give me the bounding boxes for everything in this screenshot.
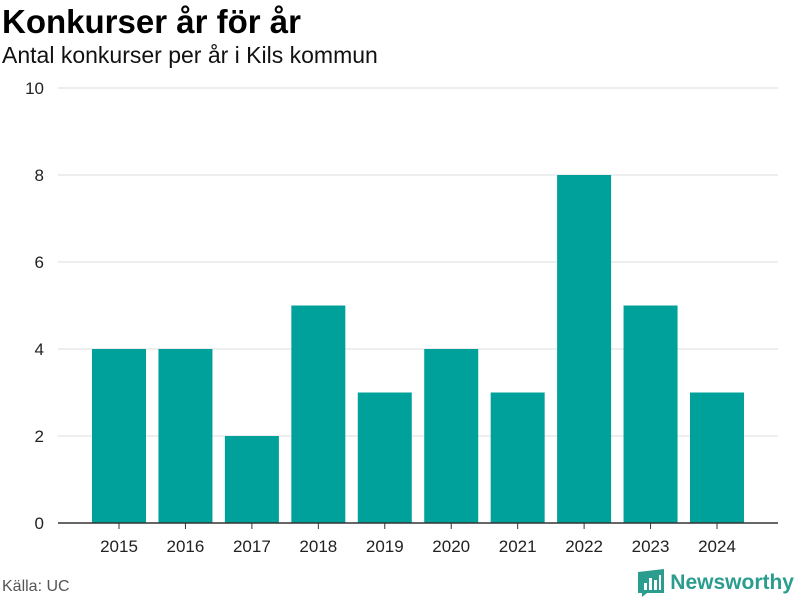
bar bbox=[424, 349, 479, 523]
x-tick-label: 2020 bbox=[432, 537, 470, 556]
y-tick-label: 8 bbox=[35, 166, 44, 185]
x-tick-label: 2015 bbox=[100, 537, 138, 556]
x-tick-label: 2023 bbox=[632, 537, 670, 556]
x-tick-label: 2018 bbox=[299, 537, 337, 556]
chart-subtitle: Antal konkurser per år i Kils kommun bbox=[2, 42, 378, 68]
bar bbox=[92, 349, 146, 523]
bar bbox=[357, 392, 412, 523]
y-tick-label: 10 bbox=[25, 79, 44, 98]
x-tick-label: 2016 bbox=[167, 537, 205, 556]
y-tick-label: 6 bbox=[35, 253, 44, 272]
x-tick-label: 2019 bbox=[366, 537, 404, 556]
y-tick-label: 4 bbox=[35, 340, 44, 359]
source-note: Källa: UC bbox=[2, 578, 70, 595]
bar bbox=[291, 305, 346, 523]
chart-title: Konkurser år för år bbox=[2, 3, 301, 40]
bar bbox=[224, 436, 279, 523]
x-tick-label: 2021 bbox=[499, 537, 537, 556]
bar bbox=[158, 349, 213, 523]
bar bbox=[490, 392, 545, 523]
bar bbox=[623, 305, 678, 523]
y-tick-label: 2 bbox=[35, 427, 44, 446]
brand-name: Newsworthy bbox=[670, 571, 794, 594]
x-tick-label: 2017 bbox=[233, 537, 271, 556]
brand-logo[interactable]: Newsworthy bbox=[638, 568, 794, 598]
x-tick-label: 2022 bbox=[565, 537, 603, 556]
x-tick-label: 2024 bbox=[698, 537, 736, 556]
bar bbox=[690, 392, 744, 523]
y-tick-label: 0 bbox=[35, 514, 44, 533]
newsworthy-logo-icon bbox=[638, 569, 665, 597]
bar bbox=[557, 175, 612, 523]
